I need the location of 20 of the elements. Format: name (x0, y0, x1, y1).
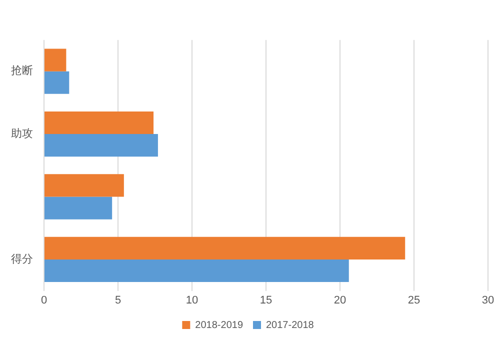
bar (44, 174, 124, 197)
x-tick-label: 10 (186, 294, 198, 306)
bar (44, 259, 349, 282)
bar (44, 111, 154, 134)
x-tick-label: 15 (260, 294, 272, 306)
bar (44, 236, 406, 260)
bar (44, 134, 158, 157)
x-tick-label: 0 (40, 294, 48, 306)
bar (44, 71, 70, 94)
x-tick-label: 5 (114, 294, 122, 306)
y-tick-label: 得分 (11, 252, 33, 266)
bar (44, 48, 66, 72)
legend-label: 2017-2018 (266, 320, 314, 331)
y-tick-label: 抢断 (11, 64, 33, 78)
bar (44, 196, 112, 220)
y-tick-label: 助攻 (11, 126, 33, 140)
x-tick-label: 20 (334, 294, 346, 306)
x-tick-label: 30 (482, 294, 494, 306)
x-tick-label: 25 (408, 294, 420, 306)
legend-label: 2018-2019 (195, 320, 244, 331)
